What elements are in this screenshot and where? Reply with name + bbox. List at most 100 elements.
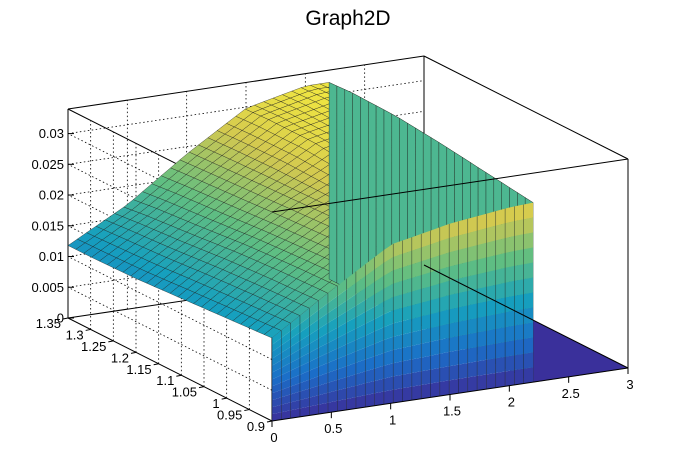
surface-front-wall — [337, 300, 347, 318]
tick-labels: 00.0050.010.0150.020.0250.030.90.9511.05… — [31, 126, 633, 445]
surface-front-wall — [346, 351, 356, 367]
axis-box-edge — [271, 158, 629, 213]
surface-front-wall — [318, 293, 328, 311]
surface-front-wall — [318, 333, 328, 348]
y-tick-mark — [108, 340, 114, 343]
surface-front-wall — [272, 389, 282, 401]
surface-front-wall — [402, 277, 412, 295]
surface-front-wall — [467, 274, 478, 291]
surface-front-wall — [505, 325, 515, 342]
surface-front-wall — [411, 371, 422, 387]
surface-front-wall — [290, 366, 300, 379]
surface-front-wall — [272, 397, 282, 408]
surface-front-wall — [300, 317, 310, 333]
surface-front-wall — [458, 218, 468, 236]
surface-front-wall — [309, 347, 319, 362]
surface-front-wall — [523, 352, 534, 369]
surface-front-wall — [495, 327, 506, 344]
surface-front-wall — [346, 397, 356, 410]
z-tick-label: 0.01 — [39, 249, 64, 264]
surface-front-wall — [393, 307, 403, 324]
surface-front-wall — [337, 344, 347, 359]
surface-front-wall — [383, 363, 394, 379]
surface-side-drop — [336, 85, 345, 288]
surface-front-wall — [355, 300, 366, 318]
surface-front-wall — [365, 356, 375, 372]
surface-front-wall — [318, 372, 328, 386]
surface-front-wall — [449, 235, 459, 253]
y-tick-mark — [85, 328, 91, 331]
surface-front-wall — [290, 315, 300, 331]
surface-front-wall — [355, 335, 366, 352]
surface-front-wall — [402, 237, 412, 254]
surface-front-wall — [290, 332, 300, 347]
surface-front-wall — [449, 221, 459, 239]
surface-front-wall — [365, 331, 375, 348]
y-tick-mark — [130, 351, 137, 354]
surface-front-wall — [430, 381, 440, 398]
surface-front-wall — [449, 321, 459, 338]
surface-front-wall — [514, 249, 524, 266]
surface-front-wall — [523, 217, 534, 235]
surface-front-wall — [355, 383, 366, 398]
surface-front-wall — [514, 219, 524, 237]
y-tick-label: 0.9 — [247, 419, 265, 434]
surface-front-wall — [337, 278, 347, 297]
surface-front-wall — [365, 319, 375, 336]
surface-front-wall — [346, 328, 356, 345]
surface-front-wall — [430, 367, 440, 384]
surface-front-wall — [327, 296, 338, 314]
surface-front-wall — [327, 285, 338, 304]
x-tick-label: 0.5 — [324, 421, 342, 436]
surface-front-wall — [467, 303, 478, 320]
surface-front-wall — [309, 300, 319, 318]
surface-front-wall — [477, 301, 487, 318]
surface-front-wall — [430, 241, 440, 259]
surface-front-wall — [374, 250, 384, 270]
surface-front-wall — [272, 330, 282, 345]
surface-front-wall — [467, 216, 478, 234]
surface-front-wall — [449, 335, 459, 352]
x-tick-label: 1 — [389, 412, 396, 427]
surface-front-wall — [355, 276, 366, 295]
surface-front-wall — [272, 367, 282, 380]
surface-front-wall — [309, 329, 319, 344]
surface-front-wall — [402, 291, 412, 308]
surface-front-wall — [402, 359, 412, 375]
surface-front-wall — [421, 327, 431, 344]
surface-front-wall — [523, 247, 534, 265]
y-tick-label: 1.3 — [66, 327, 84, 342]
surface-front-wall — [523, 337, 534, 354]
axes-front-edges — [62, 55, 629, 427]
surface-front-wall — [421, 258, 431, 276]
surface-front-wall — [281, 354, 291, 368]
surface-front-wall — [523, 307, 534, 324]
surface-front-wall — [477, 228, 487, 246]
surface-front-wall — [402, 264, 412, 281]
surface-front-wall — [411, 261, 422, 278]
surface-front-wall — [523, 292, 534, 309]
surface-front-wall — [365, 281, 375, 300]
surface-front-wall — [514, 264, 524, 281]
surface-front-wall — [374, 314, 384, 332]
surface-front-wall — [439, 380, 450, 396]
surface-front-wall — [365, 257, 375, 277]
surface-front-wall — [458, 348, 468, 365]
surface-front-wall — [467, 346, 478, 363]
surface-front-wall — [272, 404, 282, 415]
surface-front-wall — [393, 388, 403, 403]
surface-front-wall — [383, 389, 394, 405]
surface-front-wall — [523, 367, 534, 384]
x-tick-label: 0 — [270, 430, 277, 445]
y-tick-label: 0.95 — [217, 408, 242, 423]
surface-front-wall — [467, 288, 478, 306]
surface-front-wall — [318, 313, 328, 329]
surface-front-wall — [393, 267, 403, 284]
x-tick-label: 3 — [626, 377, 633, 392]
surface-front-wall — [383, 310, 394, 328]
surface-front-wall — [281, 346, 291, 361]
surface-front-wall — [411, 247, 422, 265]
y-tick-label: 1.1 — [156, 373, 174, 388]
surface-front-wall — [477, 374, 487, 391]
